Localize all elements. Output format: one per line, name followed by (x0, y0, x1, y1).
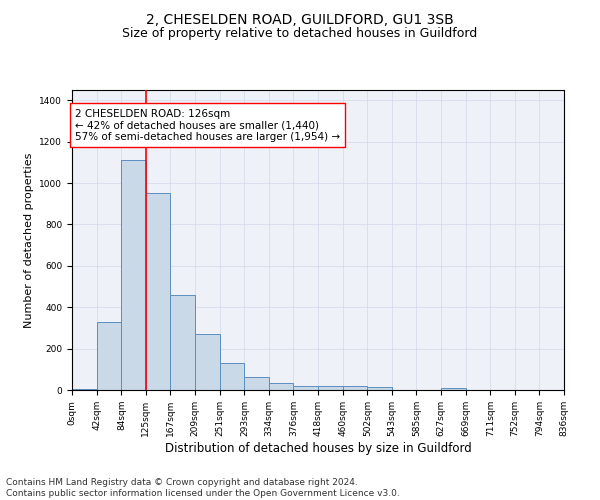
Bar (269, 383, 293, 390)
Bar (97, 322, 121, 390)
Bar (121, 160, 146, 390)
Bar (441, 388, 466, 390)
Text: 2 CHESELDEN ROAD: 126sqm
← 42% of detached houses are smaller (1,440)
57% of sem: 2 CHESELDEN ROAD: 126sqm ← 42% of detach… (75, 108, 340, 142)
X-axis label: Distribution of detached houses by size in Guildford: Distribution of detached houses by size … (164, 442, 472, 454)
Bar (244, 376, 269, 390)
Bar (343, 386, 367, 390)
Bar (195, 334, 220, 390)
Text: 2, CHESELDEN ROAD, GUILDFORD, GU1 3SB: 2, CHESELDEN ROAD, GUILDFORD, GU1 3SB (146, 12, 454, 26)
Bar (318, 386, 343, 390)
Bar (170, 295, 195, 390)
Bar (146, 194, 170, 390)
Bar (293, 386, 318, 390)
Text: Contains HM Land Registry data © Crown copyright and database right 2024.
Contai: Contains HM Land Registry data © Crown c… (6, 478, 400, 498)
Bar (72, 389, 97, 390)
Text: Size of property relative to detached houses in Guildford: Size of property relative to detached ho… (122, 28, 478, 40)
Bar (220, 363, 244, 390)
Y-axis label: Number of detached properties: Number of detached properties (24, 152, 34, 328)
Bar (367, 387, 392, 390)
